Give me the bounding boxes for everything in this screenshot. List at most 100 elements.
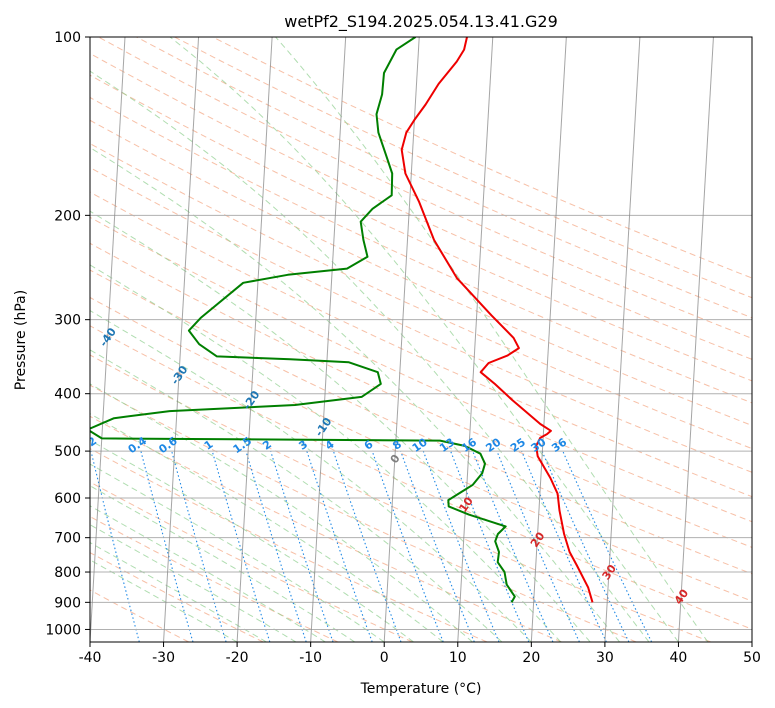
isotherm-line xyxy=(383,37,420,642)
mixing-ratio-line xyxy=(245,450,307,642)
mixing-ratio-label: 0.6 xyxy=(156,434,180,456)
dry-adiabat-line xyxy=(90,296,752,602)
y-tick-label: 500 xyxy=(54,444,81,460)
x-axis-label: Temperature (°C) xyxy=(360,681,482,697)
mixing-ratio-line xyxy=(422,450,500,642)
isotherm-line xyxy=(457,37,494,642)
moist-adiabat-line xyxy=(90,463,385,642)
x-tick-label: 10 xyxy=(449,650,467,666)
isotherm-line xyxy=(90,37,126,642)
isotherm-line xyxy=(310,37,347,642)
moist-adiabats xyxy=(90,37,709,642)
isotherm-label: -30 xyxy=(168,363,190,387)
isotherm-label: -20 xyxy=(240,388,262,412)
isotherm-lines xyxy=(90,37,752,642)
mixing-ratio-label: 25 xyxy=(508,436,528,455)
x-tick-label: -40 xyxy=(79,650,102,666)
isotherm-label: 30 xyxy=(600,562,620,582)
dry-adiabats xyxy=(90,37,752,642)
y-tick-label: 400 xyxy=(54,387,81,403)
isotherm-label: -10 xyxy=(312,415,334,439)
plot-frame xyxy=(89,36,753,643)
pressure-gridlines xyxy=(90,37,752,630)
dry-adiabat-line xyxy=(90,448,488,642)
y-tick-label: 300 xyxy=(54,313,81,329)
moist-adiabat-line xyxy=(275,37,709,642)
dry-adiabat-line xyxy=(90,119,752,427)
chart-title: wetPf2_S194.2025.054.13.41.G29 xyxy=(284,12,558,32)
moist-adiabat-line xyxy=(90,309,532,642)
mixing-ratio-line xyxy=(211,450,271,642)
mixing-ratio-label: 13 xyxy=(437,436,457,455)
dry-adiabat-line xyxy=(90,384,637,642)
x-tick-label: -20 xyxy=(226,650,249,666)
moist-adiabat-line xyxy=(90,70,650,642)
moist-adiabat-line xyxy=(90,559,238,642)
mixing-ratio-line xyxy=(171,450,227,642)
moist-adiabat-line xyxy=(90,413,444,642)
moist-adiabat-line xyxy=(90,349,503,642)
moist-adiabat-line xyxy=(90,210,591,642)
y-tick-label: 800 xyxy=(54,565,81,581)
moist-adiabat-line xyxy=(90,542,267,642)
y-tick-label: 200 xyxy=(54,208,81,224)
x-axis-ticks: -40 -30 -20 -10 0 10 20 30 40 50 xyxy=(79,642,761,666)
x-tick-label: 50 xyxy=(743,650,761,666)
mixing-ratio-line xyxy=(140,450,194,642)
moist-adiabat-line xyxy=(90,439,414,642)
y-tick-label: 900 xyxy=(54,595,81,611)
x-tick-label: 0 xyxy=(380,650,389,666)
dry-adiabat-line xyxy=(90,354,711,642)
mixing-ratio-label: 0.2 xyxy=(76,434,99,456)
dry-adiabat-line xyxy=(90,552,264,642)
moist-adiabat-line xyxy=(90,524,297,642)
dry-adiabat-line xyxy=(90,96,752,404)
mixing-ratio-label: 0.1 xyxy=(29,434,52,456)
y-axis-ticks: 100 200 300 400 500 600 700 800 900 1000 xyxy=(45,30,90,638)
isotherm-label: 20 xyxy=(528,530,548,550)
mixing-ratio-label: 36 xyxy=(549,435,569,455)
profile-series xyxy=(90,37,594,603)
moist-adiabat-line xyxy=(90,264,562,642)
x-tick-label: -10 xyxy=(299,650,322,666)
mixing-ratio-line xyxy=(472,450,554,642)
dry-adiabat-line xyxy=(90,589,189,642)
y-axis-label: Pressure (hPa) xyxy=(13,290,29,390)
dry-adiabat-line xyxy=(90,242,752,548)
isotherm-line xyxy=(163,37,200,642)
isotherm-line xyxy=(751,633,752,642)
mixing-ratio-line xyxy=(371,450,444,642)
isotherm-line xyxy=(604,37,641,642)
dry-adiabat-line xyxy=(90,74,752,382)
dry-adiabat-line xyxy=(90,142,752,450)
dewpoint-profile-line xyxy=(90,37,516,603)
isotherm-label: -40 xyxy=(97,325,119,349)
mixing-ratio-line xyxy=(332,450,402,642)
moist-adiabat-line xyxy=(90,383,473,642)
dry-adiabat-line xyxy=(90,415,562,642)
dry-adiabat-line xyxy=(90,269,752,575)
isotherm-line xyxy=(677,37,714,642)
mixing-ratio-line xyxy=(496,450,580,642)
dry-adiabat-line xyxy=(90,52,752,360)
dry-adiabat-line xyxy=(212,37,752,279)
moist-adiabat-line xyxy=(90,146,620,642)
temperature-profile-line xyxy=(400,37,594,603)
mixing-ratio-line xyxy=(306,450,373,642)
mixing-ratio-lines xyxy=(90,450,653,642)
dry-adiabat-line xyxy=(90,216,752,523)
isotherm-label: -50 xyxy=(26,284,48,308)
dry-adiabat-line xyxy=(90,191,752,498)
mixing-ratio-line xyxy=(90,450,140,642)
dry-adiabat-line xyxy=(136,37,752,319)
x-tick-label: 40 xyxy=(670,650,688,666)
mixing-ratio-label: 1.5 xyxy=(231,434,254,456)
y-tick-label: 700 xyxy=(54,531,81,547)
mixing-ratio-line xyxy=(270,450,334,642)
dry-adiabat-line xyxy=(90,325,752,630)
x-tick-label: -30 xyxy=(152,650,175,666)
dry-adiabat-line xyxy=(90,166,752,473)
moist-adiabat-line xyxy=(169,37,679,642)
moist-adiabat-line xyxy=(90,505,326,642)
